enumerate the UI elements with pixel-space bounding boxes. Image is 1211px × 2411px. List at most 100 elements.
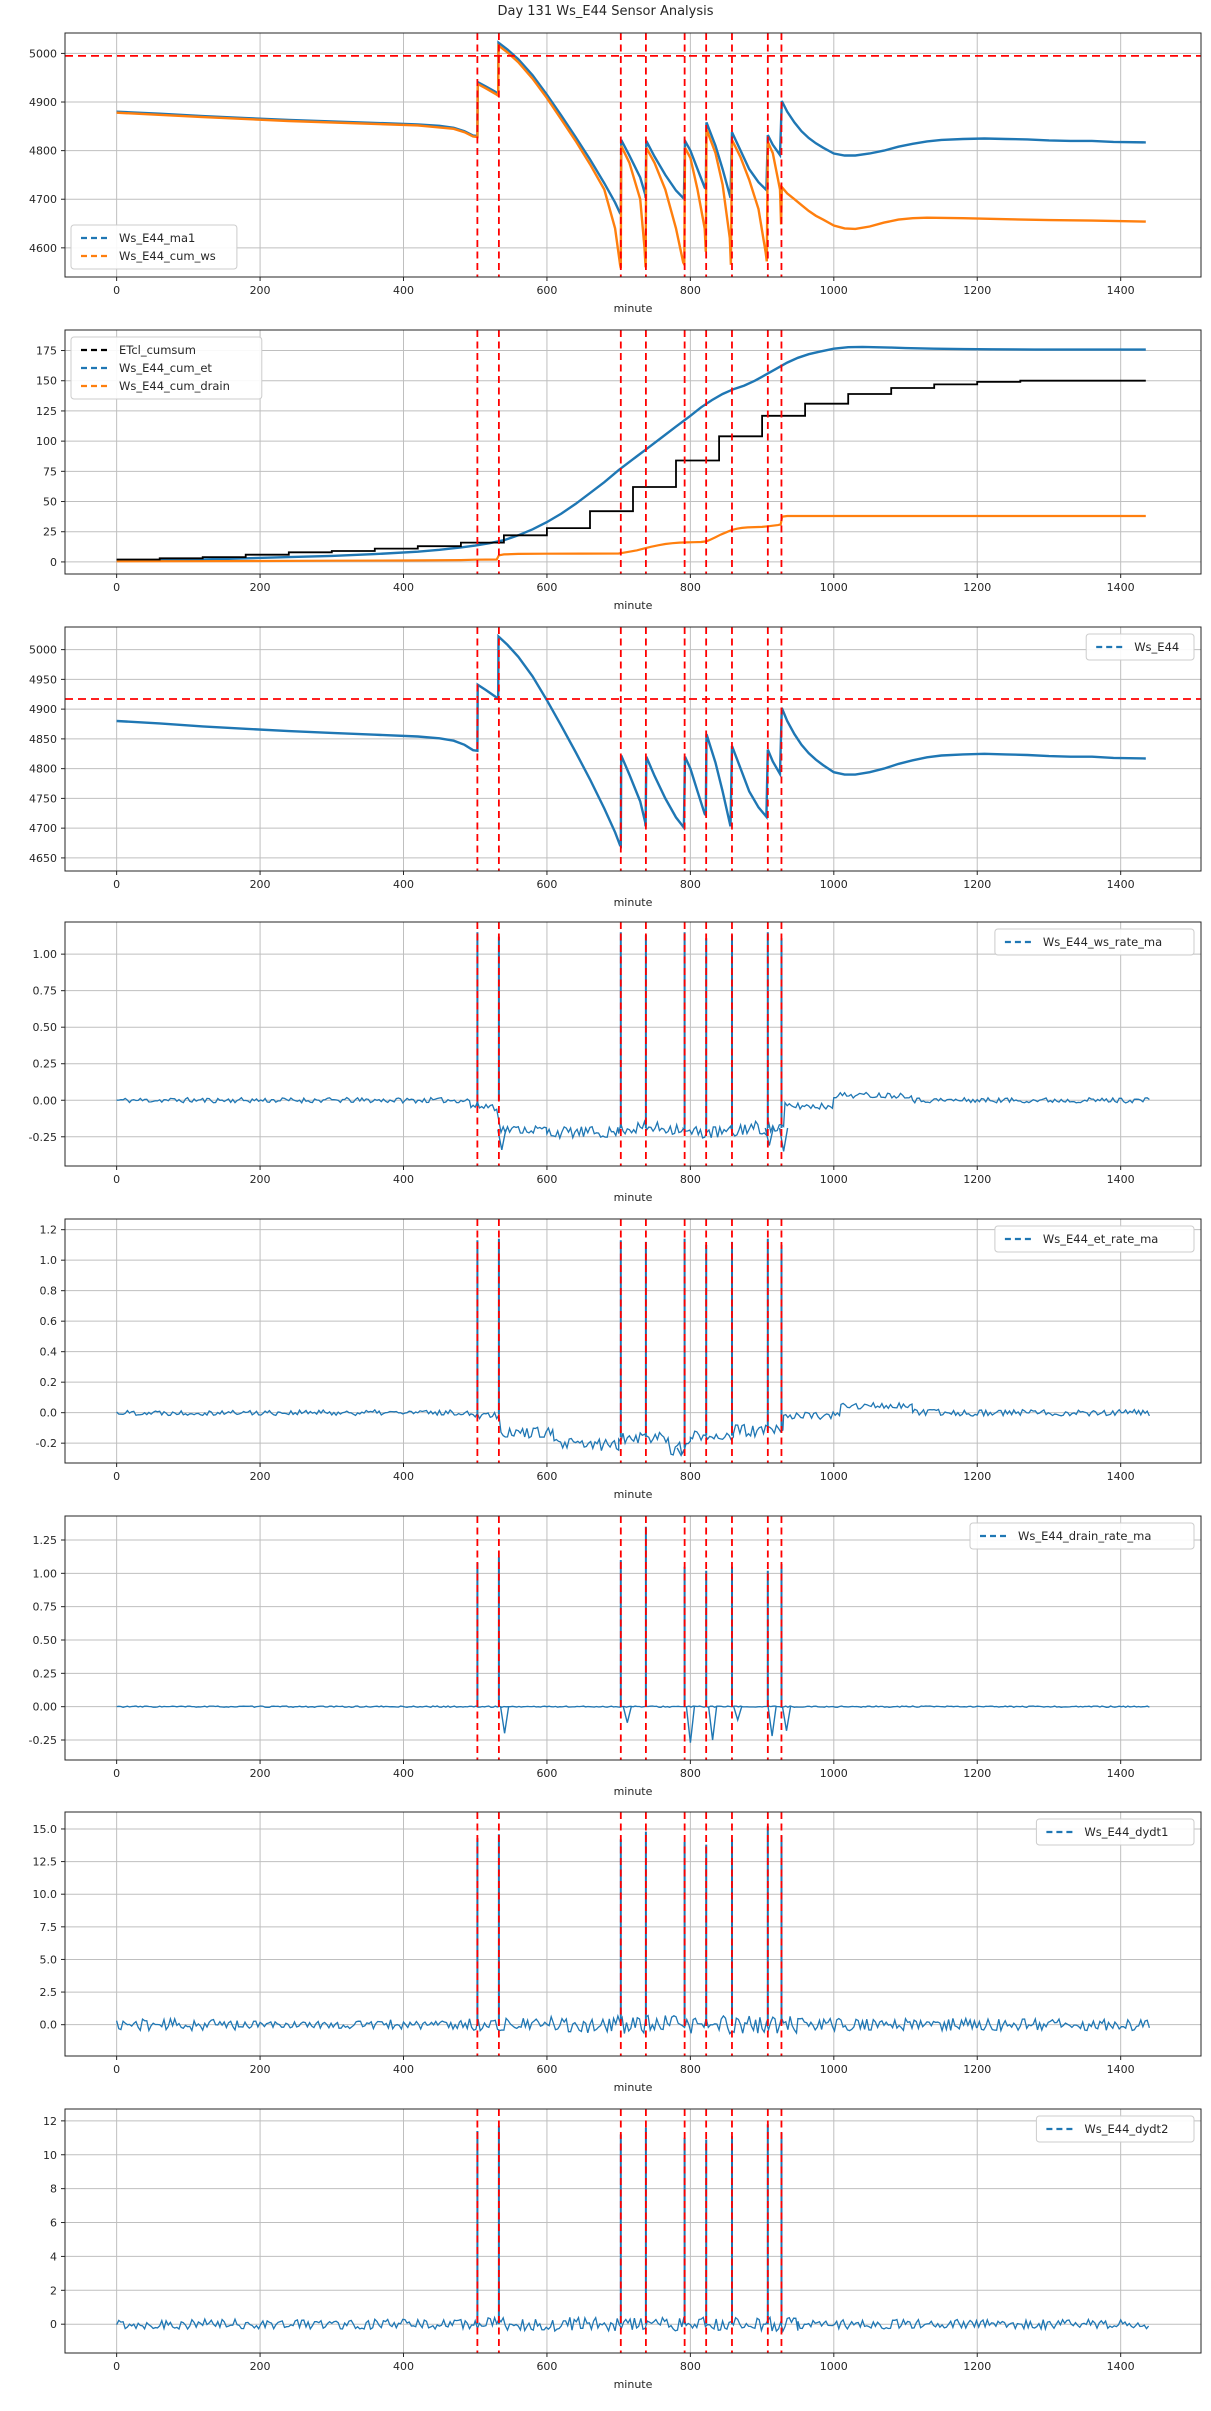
svg-text:800: 800 [680,2360,701,2373]
svg-text:1200: 1200 [963,1173,991,1186]
svg-text:0: 0 [50,2318,57,2331]
svg-text:400: 400 [393,284,414,297]
svg-text:4700: 4700 [29,822,57,835]
svg-text:125: 125 [36,405,57,418]
Ws_E44_drain_rate_ma-dip [622,1706,632,1723]
Ws_E44_dydt1-line [115,2013,1151,2035]
svg-text:12: 12 [43,2115,57,2128]
svg-text:200: 200 [250,2360,271,2373]
svg-text:0: 0 [113,1767,120,1780]
svg-text:15.0: 15.0 [33,1823,58,1836]
ETcl_cumsum-line [116,379,1146,561]
svg-text:Ws_E44_ma1: Ws_E44_ma1 [119,231,195,245]
svg-text:12.5: 12.5 [33,1856,58,1869]
svg-text:-0.25: -0.25 [29,1131,57,1144]
Ws_E44_cum_drain-line [116,514,1146,563]
svg-text:1000: 1000 [820,878,848,891]
Ws_E44_ws_rate_ma-dip [497,1129,507,1151]
svg-text:0.25: 0.25 [33,1667,58,1680]
svg-text:600: 600 [536,1767,557,1780]
subplot-drain-rate: 0 200 400 600 800 1000 1200 1400 -0.25 0.00 0.25 0.… [0,1514,1211,1804]
svg-text:Ws_E44_dydt1: Ws_E44_dydt1 [1084,1825,1168,1839]
Ws_E44-line [116,633,1146,849]
svg-text:10.0: 10.0 [33,1888,58,1901]
svg-text:minute: minute [614,1191,653,1204]
svg-text:minute: minute [614,896,653,909]
svg-text:800: 800 [680,1173,701,1186]
svg-text:minute: minute [614,302,653,315]
svg-text:800: 800 [680,1767,701,1780]
Ws_E44_drain_rate_ma-dip [767,1706,777,1737]
svg-text:0.2: 0.2 [40,1376,58,1389]
Ws_E44_dydt2-line [116,2315,1150,2334]
svg-text:600: 600 [536,2063,557,2076]
svg-text:600: 600 [536,1173,557,1186]
svg-text:400: 400 [393,2063,414,2076]
svg-text:1000: 1000 [820,284,848,297]
svg-text:200: 200 [250,581,271,594]
svg-text:4750: 4750 [29,792,57,805]
axes-border [64,1515,1202,1761]
svg-text:800: 800 [680,2063,701,2076]
legend: Ws_E44 [1085,633,1195,661]
subplot-dydt1: 0 200 400 600 800 1000 1200 1400 0.0 2.5 5.0 7.5 10.… [0,1810,1211,2100]
svg-text:1.00: 1.00 [33,948,58,961]
svg-text:5000: 5000 [29,644,57,657]
axes-border [64,32,1202,278]
svg-text:400: 400 [393,1173,414,1186]
svg-text:1200: 1200 [963,2360,991,2373]
svg-text:400: 400 [393,1470,414,1483]
Ws_E44_drain_rate_ma-dip [781,1706,792,1731]
svg-text:4700: 4700 [29,193,57,206]
svg-text:Ws_E44_et_rate_ma: Ws_E44_et_rate_ma [1043,1232,1158,1246]
svg-text:0: 0 [113,2063,120,2076]
svg-text:1200: 1200 [963,284,991,297]
svg-text:1200: 1200 [963,1767,991,1780]
svg-text:minute: minute [614,599,653,612]
svg-text:1400: 1400 [1107,2360,1135,2373]
svg-text:600: 600 [536,2360,557,2373]
svg-text:4: 4 [50,2250,57,2263]
subplot-ws-rate: 0 200 400 600 800 1000 1200 1400 -0.25 0.00 0.25 0.… [0,920,1211,1210]
svg-text:400: 400 [393,1767,414,1780]
svg-text:200: 200 [250,1173,271,1186]
svg-text:0.6: 0.6 [40,1315,58,1328]
svg-text:0.50: 0.50 [33,1634,58,1647]
svg-text:600: 600 [536,284,557,297]
svg-text:5.0: 5.0 [40,1953,58,1966]
axes-border [64,329,1202,575]
svg-text:400: 400 [393,581,414,594]
svg-text:minute: minute [614,1785,653,1798]
svg-text:800: 800 [680,581,701,594]
svg-text:7.5: 7.5 [40,1921,58,1934]
svg-text:1.2: 1.2 [40,1224,58,1237]
svg-text:Ws_E44_ws_rate_ma: Ws_E44_ws_rate_ma [1043,935,1162,949]
svg-text:Ws_E44: Ws_E44 [1134,640,1179,654]
subplot-dydt2: 0 200 400 600 800 1000 1200 1400 0 2 4 6 8 10 12 minute… [0,2107,1211,2397]
svg-text:200: 200 [250,1470,271,1483]
svg-text:minute: minute [614,2081,653,2094]
svg-text:400: 400 [393,2360,414,2373]
svg-text:25: 25 [43,526,57,539]
chart-svg: 0 200 400 600 800 1000 1200 1400 -0.25 0.00 0.25 0.… [29,1515,1202,1798]
svg-text:200: 200 [250,284,271,297]
svg-text:1400: 1400 [1107,1767,1135,1780]
svg-text:Ws_E44_cum_et: Ws_E44_cum_et [119,361,212,375]
Ws_E44_ma1-line [116,40,1146,217]
legend: Ws_E44_ma1 Ws_E44_cum_ws [70,224,238,270]
svg-text:1400: 1400 [1107,581,1135,594]
svg-text:-0.2: -0.2 [36,1437,57,1450]
axes-border [64,626,1202,872]
svg-text:4850: 4850 [29,733,57,746]
svg-text:Ws_E44_cum_drain: Ws_E44_cum_drain [119,379,230,393]
svg-text:0: 0 [113,1470,120,1483]
svg-text:1400: 1400 [1107,2063,1135,2076]
subplot-et-rate: 0 200 400 600 800 1000 1200 1400 -0.2 0.0 0.2 0.4 0.… [0,1217,1211,1507]
svg-text:4800: 4800 [29,763,57,776]
legend: ETcl_cumsum Ws_E44_cum_et Ws_E44_cum_drain [70,336,263,400]
svg-text:4900: 4900 [29,96,57,109]
svg-text:100: 100 [36,435,57,448]
svg-text:1.25: 1.25 [33,1534,58,1547]
svg-text:0.0: 0.0 [40,2019,58,2032]
Ws_E44_drain_rate_ma-dip [499,1706,510,1734]
